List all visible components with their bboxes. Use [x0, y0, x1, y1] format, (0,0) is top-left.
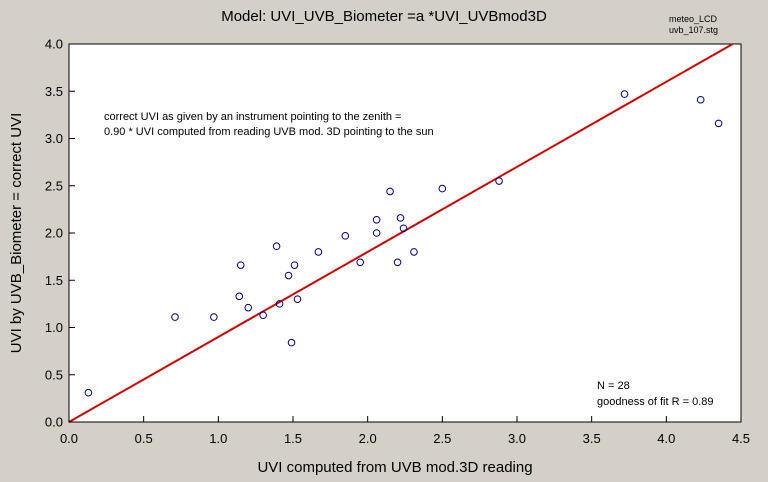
data-point	[696, 95, 705, 104]
x-tick-label: 0.5	[135, 431, 153, 446]
data-point	[372, 229, 381, 237]
data-point	[372, 215, 381, 224]
y-tick-label: 2.5	[45, 178, 63, 193]
annotation-line-1: correct UVI as given by an instrument po…	[104, 111, 401, 123]
fit-line	[68, 43, 734, 423]
data-point	[438, 184, 447, 193]
data-point	[235, 292, 244, 301]
y-axis-title: UVI by UVB_Biometer = correct UVI	[8, 113, 25, 354]
x-axis-title: UVI computed from UVB mod.3D reading	[257, 459, 532, 476]
x-tick-label: 3.0	[508, 431, 526, 446]
data-point	[244, 303, 252, 312]
x-tick-label: 2.0	[359, 431, 377, 446]
data-point	[236, 261, 245, 269]
data-point	[272, 242, 281, 251]
y-tick-label: 4.0	[45, 37, 63, 52]
file-note-line1: meteo_LCD	[669, 14, 718, 24]
data-point	[284, 271, 293, 280]
y-tick-label: 1.0	[45, 320, 63, 335]
x-tick-label: 0.0	[60, 431, 78, 446]
x-tick-label: 4.5	[732, 431, 750, 446]
data-point	[275, 300, 284, 308]
file-note-line2: uvb_107.stg	[669, 25, 719, 35]
data-point	[396, 214, 405, 222]
y-tick-label: 3.0	[45, 131, 63, 146]
data-point	[287, 338, 296, 347]
annotation-line-2: 0.90 * UVI computed from reading UVB mod…	[104, 126, 434, 138]
stat-n: N = 28	[597, 380, 630, 392]
data-point	[356, 258, 365, 267]
x-tick-label: 1.0	[209, 431, 227, 446]
data-point	[620, 90, 629, 98]
data-point	[341, 232, 350, 240]
data-point	[293, 295, 302, 303]
data-point	[495, 177, 503, 185]
x-tick-label: 3.5	[583, 431, 601, 446]
data-point	[410, 248, 418, 256]
x-tick-label: 2.5	[433, 431, 451, 446]
y-tick-label: 1.5	[45, 273, 63, 288]
data-point	[386, 187, 394, 196]
data-point	[290, 261, 299, 269]
stat-goodness-of-fit: goodness of fit R = 0.89	[597, 396, 714, 408]
y-tick-label: 0.5	[45, 367, 63, 382]
data-point	[314, 248, 323, 256]
data-point	[210, 313, 218, 321]
x-tick-label: 4.0	[657, 431, 675, 446]
y-tick-label: 2.0	[45, 226, 63, 241]
data-point	[714, 119, 723, 128]
data-point	[171, 313, 179, 321]
x-tick-label: 1.5	[284, 431, 302, 446]
data-point	[84, 388, 93, 397]
y-tick-label: 3.5	[45, 84, 63, 99]
chart-title: Model: UVI_UVB_Biometer =a *UVI_UVBmod3D	[221, 8, 547, 25]
y-tick-label: 0.0	[45, 415, 63, 430]
data-point	[259, 311, 267, 320]
data-point	[393, 258, 402, 267]
data-point	[399, 224, 408, 233]
